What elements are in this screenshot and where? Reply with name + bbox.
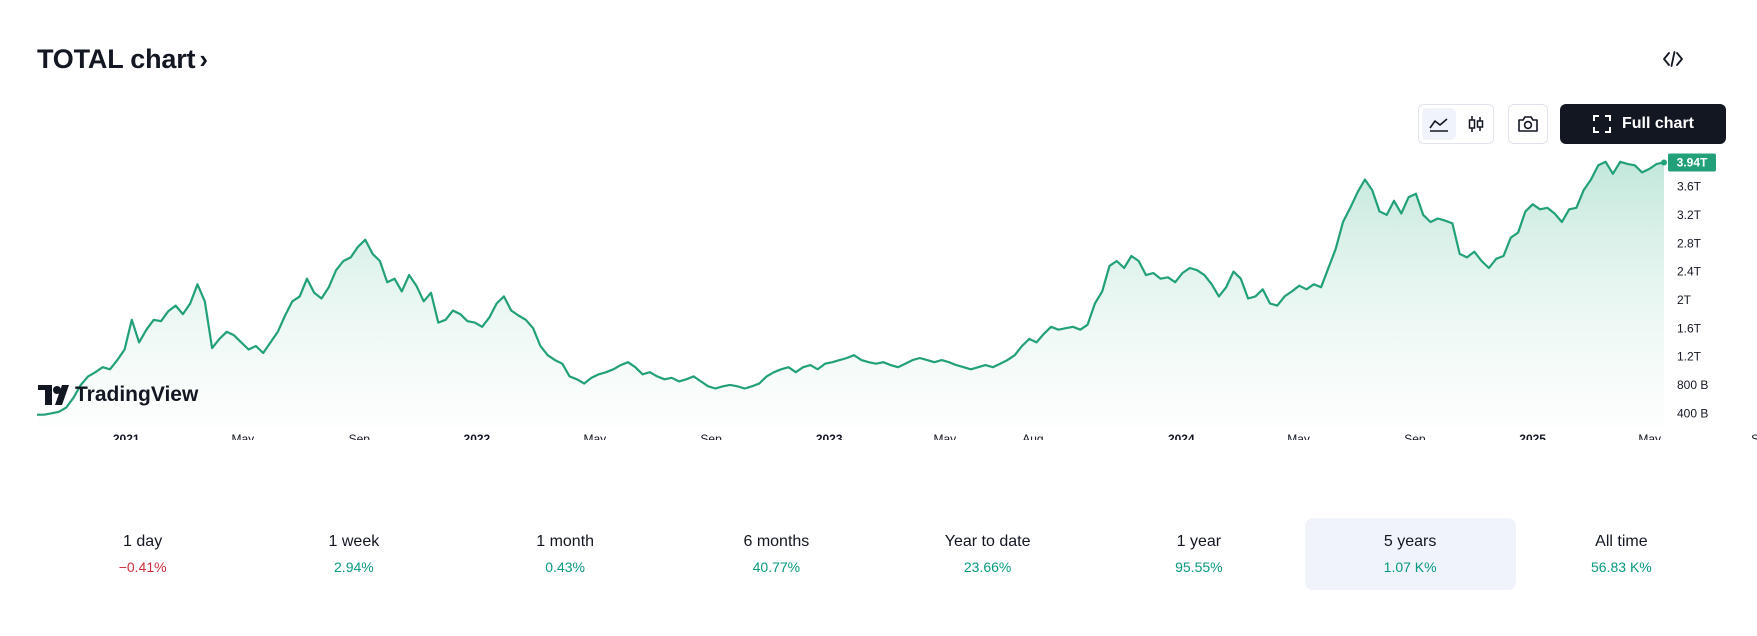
y-axis: 400 B 800 B 1.2T 1.6T 2T 2.4T 2.8T 3.2T 3.6T	[1677, 180, 1708, 421]
period-tab[interactable]: 1 year 95.55%	[1093, 518, 1304, 590]
last-value-label: 3.94T	[1677, 156, 1708, 170]
period-label: All time	[1595, 533, 1648, 550]
period-label: Year to date	[944, 533, 1031, 550]
period-tab[interactable]: 1 month 0.43%	[460, 518, 671, 590]
candlestick-icon	[1468, 116, 1484, 132]
x-tick-label: 2021	[113, 432, 140, 440]
x-tick-label: May	[231, 432, 254, 440]
period-tab[interactable]: All time 56.83 K%	[1516, 518, 1727, 590]
y-tick-label: 2.8T	[1677, 236, 1702, 250]
period-label: 6 months	[743, 533, 810, 550]
x-tick-label: 2023	[816, 432, 843, 440]
full-chart-label: Full chart	[1621, 115, 1694, 132]
area-chart-icon	[1429, 118, 1448, 132]
candle-style-button[interactable]	[1459, 105, 1493, 143]
period-label: 1 month	[536, 533, 595, 550]
embed-code-button[interactable]	[1660, 46, 1686, 72]
area-fill	[37, 161, 1664, 427]
area-style-button[interactable]	[1422, 108, 1456, 140]
x-tick-label: 2022	[464, 432, 491, 440]
tradingview-watermark: TradingView	[38, 383, 199, 406]
period-selector: 1 day −0.41% 1 week 2.94% 1 month 0.43% 6 mont…	[37, 518, 1727, 590]
x-tick-label: 2025	[1519, 432, 1546, 440]
y-tick-label: 1.6T	[1677, 321, 1702, 335]
period-change: 56.83 K%	[1591, 559, 1652, 575]
y-tick-label: 3.2T	[1677, 208, 1702, 222]
x-tick-label: May	[1638, 432, 1661, 440]
period-label: 1 day	[123, 533, 163, 550]
period-change: 2.94%	[334, 559, 374, 575]
y-tick-label: 3.6T	[1677, 180, 1702, 194]
full-chart-button[interactable]: Full chart	[1560, 104, 1726, 144]
x-tick-label: Sep	[1404, 432, 1426, 440]
x-tick-label: Sep	[1751, 432, 1757, 440]
period-label: 1 week	[328, 533, 380, 550]
period-tab[interactable]: 1 day −0.41%	[37, 518, 248, 590]
x-axis: 2021 May Sep 2022 May Sep 2023 May Aug 2024 May Sep…	[113, 432, 1757, 440]
chart-title-link[interactable]: TOTAL chart ›	[37, 44, 208, 75]
y-tick-label: 2T	[1677, 293, 1692, 307]
fullscreen-icon	[1592, 115, 1611, 133]
last-value-badge: 3.94T	[1668, 153, 1716, 172]
data-points	[1661, 159, 1667, 166]
watermark-text: TradingView	[75, 383, 199, 406]
period-change: 23.66%	[963, 559, 1012, 575]
data-point	[1661, 159, 1667, 166]
period-label: 1 year	[1176, 533, 1222, 550]
y-tick-label: 800 B	[1677, 378, 1708, 392]
x-tick-label: 2024	[1168, 432, 1195, 440]
period-tab[interactable]: Year to date 23.66%	[882, 518, 1093, 590]
period-change: 95.55%	[1175, 559, 1223, 575]
y-tick-label: 1.2T	[1677, 350, 1702, 364]
camera-icon	[1518, 116, 1538, 132]
snapshot-button[interactable]	[1508, 104, 1548, 144]
code-embed-icon	[1663, 51, 1683, 67]
x-tick-label: Sep	[700, 432, 722, 440]
x-tick-label: May	[583, 432, 606, 440]
period-tab[interactable]: 5 years 1.07 K%	[1304, 518, 1516, 590]
period-change: 0.43%	[545, 559, 585, 575]
period-change: 1.07 K%	[1383, 559, 1437, 575]
y-tick-label: 400 B	[1677, 406, 1708, 420]
period-tab[interactable]: 6 months 40.77%	[671, 518, 882, 590]
x-tick-label: May	[1287, 432, 1310, 440]
page-title: TOTAL chart	[37, 44, 196, 74]
period-change: −0.41%	[118, 559, 167, 575]
x-tick-label: May	[933, 432, 956, 440]
tradingview-logo-icon	[38, 385, 69, 405]
x-tick-label: Aug	[1022, 432, 1043, 440]
chart-style-toggle	[1418, 104, 1494, 144]
x-tick-label: Sep	[349, 432, 371, 440]
series-line	[37, 160, 1665, 416]
period-tab[interactable]: 1 week 2.94%	[248, 518, 459, 590]
period-label: 5 years	[1383, 533, 1437, 550]
period-change: 40.77%	[752, 559, 801, 575]
y-tick-label: 2.4T	[1677, 265, 1702, 279]
area-chart[interactable]: 400 B 800 B 1.2T 1.6T 2T 2.4T 2.8T 3.2T 3.6T 202…	[0, 150, 1757, 440]
chevron-right-icon: ›	[199, 44, 208, 74]
